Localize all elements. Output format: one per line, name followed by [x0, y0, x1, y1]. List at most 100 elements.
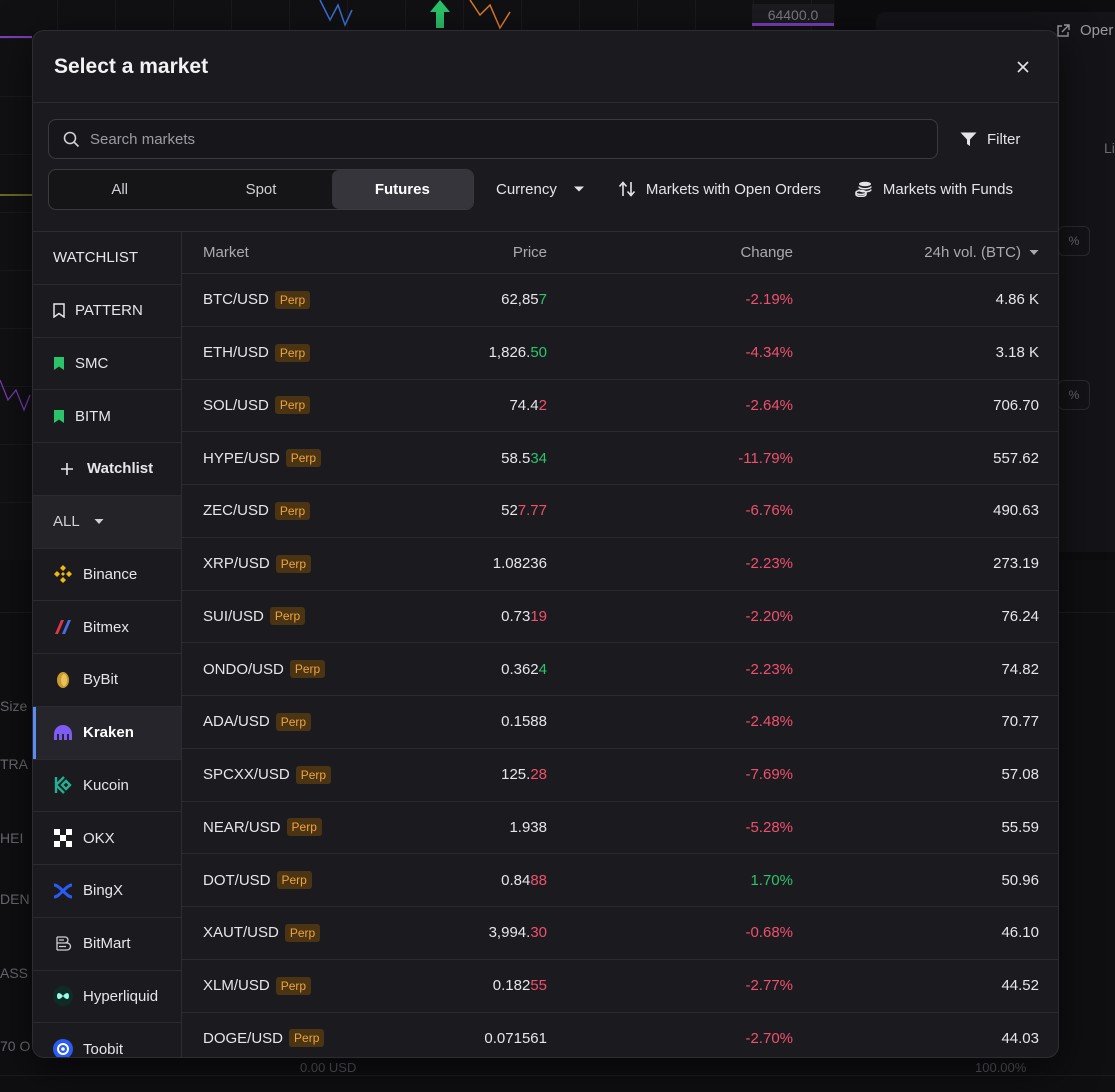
change-cell: -6.76%: [745, 502, 793, 520]
volume-cell: 3.18 K: [995, 344, 1039, 362]
funds-label: Markets with Funds: [882, 180, 1013, 198]
sidebar-item-toobit[interactable]: Toobit: [33, 1023, 181, 1057]
sidebar-item-binance[interactable]: Binance: [33, 549, 181, 602]
sidebar-item-label: BITM: [75, 407, 111, 425]
price-tag: 64400.0: [752, 4, 834, 26]
okx-icon: [53, 828, 73, 848]
tab-all[interactable]: All: [111, 180, 128, 198]
volume-cell: 273.19: [993, 555, 1039, 573]
sidebar-item-label: Bitmex: [83, 618, 129, 636]
tab-futures[interactable]: Futures: [331, 169, 473, 209]
filter-button[interactable]: Filter: [960, 131, 1020, 148]
table-row[interactable]: XLM/USD Perp 0.18255 -2.77% 44.52: [182, 960, 1058, 1013]
price-main: 52: [501, 502, 518, 520]
sidebar-item-label: ByBit: [83, 671, 119, 689]
sort-arrows-icon: [618, 181, 635, 197]
table-row[interactable]: ONDO/USD Perp 0.3624 -2.23% 74.82: [182, 643, 1058, 696]
column-header-volume[interactable]: 24h vol. (BTC): [793, 244, 1039, 261]
open-orders-filter[interactable]: Markets with Open Orders: [618, 181, 821, 198]
sidebar-item-bitm[interactable]: BITM: [33, 390, 181, 443]
price-cell: 0.1588: [387, 713, 547, 730]
column-header-market[interactable]: Market: [203, 244, 249, 261]
price-cell: 0.3624: [387, 661, 547, 678]
sidebar-item-bybit[interactable]: ByBit: [33, 654, 181, 707]
market-cell: XAUT/USD Perp: [182, 923, 387, 942]
sidebar-item-kraken[interactable]: Kraken: [33, 706, 181, 760]
table-row[interactable]: DOT/USD Perp 0.8488 1.70% 50.96: [182, 854, 1058, 907]
sidebar-item-okx[interactable]: OKX: [33, 812, 181, 865]
watchlist-header-label: WATCHLIST: [53, 249, 138, 267]
exchange-filter-all[interactable]: ALL: [33, 495, 181, 549]
sidebar-item-smc[interactable]: SMC: [33, 338, 181, 391]
add-watchlist-button[interactable]: Watchlist: [33, 443, 181, 496]
price-main: 3,994.: [488, 924, 531, 942]
bybit-icon: [53, 670, 73, 690]
price-main: 125.: [501, 766, 531, 784]
market-cell: SPCXX/USD Perp: [182, 765, 387, 784]
funds-filter[interactable]: Markets with Funds: [855, 181, 1013, 198]
sidebar-item-pattern[interactable]: PATTERN: [33, 285, 181, 338]
modal-content: WATCHLIST PATTERN SMC BITM Watchlist ALL: [33, 231, 1058, 1057]
table-row[interactable]: ADA/USD Perp 0.1588 -2.48% 70.77: [182, 696, 1058, 749]
table-body: BTC/USD Perp 62,857 -2.19% 4.86 K ETH/USD Perp…: [182, 274, 1058, 1058]
currency-label: Currency: [496, 180, 557, 198]
kraken-icon: [53, 723, 73, 743]
sidebar-item-bingx[interactable]: BingX: [33, 865, 181, 918]
chart-lines: [0, 0, 511, 412]
sidebar-item-bitmart[interactable]: BitMart: [33, 918, 181, 971]
table-row[interactable]: BTC/USD Perp 62,857 -2.19% 4.86 K: [182, 274, 1058, 327]
change-cell: -2.70%: [745, 1029, 793, 1047]
table-row[interactable]: ZEC/USD Perp 527.77 -6.76% 490.63: [182, 485, 1058, 538]
pct-button[interactable]: %: [1058, 380, 1090, 410]
table-row[interactable]: ETH/USD Perp 1,826.50 -4.34% 3.18 K: [182, 327, 1058, 380]
table-row[interactable]: SOL/USD Perp 74.42 -2.64% 706.70: [182, 380, 1058, 433]
bottom-value: 0.00 USD: [300, 1060, 357, 1075]
change-cell: -2.23%: [745, 660, 793, 678]
price-cell: 1.938: [387, 819, 547, 836]
sidebar-item-label: SMC: [75, 354, 109, 372]
perp-badge: Perp: [269, 607, 306, 626]
perp-badge: Perp: [289, 660, 326, 679]
price-main: 62,85: [501, 291, 539, 309]
search-box[interactable]: [48, 119, 938, 159]
close-button[interactable]: [1010, 54, 1036, 80]
table-row[interactable]: SUI/USD Perp 0.7319 -2.20% 76.24: [182, 591, 1058, 644]
search-icon: [63, 131, 80, 147]
change-cell: -11.79%: [738, 449, 793, 467]
hyperliquid-icon: [53, 986, 73, 1007]
tab-spot[interactable]: Spot: [245, 180, 277, 198]
currency-dropdown[interactable]: Currency: [496, 181, 585, 198]
table-row[interactable]: DOGE/USD Perp 0.071561 -2.70% 44.03: [182, 1013, 1058, 1058]
open-button[interactable]: Oper: [1056, 22, 1113, 39]
sidebar-item-kucoin[interactable]: Kucoin: [33, 760, 181, 813]
sidebar-item-bitmex[interactable]: Bitmex: [33, 601, 181, 654]
sidebar: WATCHLIST PATTERN SMC BITM Watchlist ALL: [33, 232, 182, 1057]
market-symbol: DOGE/USD: [203, 1029, 284, 1047]
sidebar-item-label: BitMart: [83, 935, 131, 953]
price-tail: 88: [530, 871, 547, 889]
sort-desc-icon: [1029, 250, 1039, 255]
table-row[interactable]: HYPE/USD Perp 58.534 -11.79% 557.62: [182, 432, 1058, 485]
search-input[interactable]: [90, 130, 923, 148]
table-row[interactable]: SPCXX/USD Perp 125.28 -7.69% 57.08: [182, 749, 1058, 802]
kucoin-icon: [53, 775, 73, 795]
column-header-price[interactable]: Price: [512, 244, 547, 261]
sidebar-item-hyperliquid[interactable]: Hyperliquid: [33, 971, 181, 1024]
change-cell: -2.77%: [745, 977, 793, 995]
table-row[interactable]: XAUT/USD Perp 3,994.30 -0.68% 46.10: [182, 907, 1058, 960]
volume-header-label: 24h vol. (BTC): [924, 244, 1021, 261]
table-row[interactable]: XRP/USD Perp 1.08236 -2.23% 273.19: [182, 538, 1058, 591]
perp-badge: Perp: [274, 290, 311, 309]
price-tail: 7.77: [517, 502, 547, 520]
perp-badge: Perp: [275, 554, 312, 573]
sidebar-item-label: OKX: [83, 829, 115, 847]
market-type-tabs: All Spot Futures: [48, 168, 474, 210]
column-header-change[interactable]: Change: [740, 244, 793, 261]
pct-button[interactable]: %: [1058, 226, 1090, 256]
change-cell: -2.20%: [745, 607, 793, 625]
right-tab-label[interactable]: Li: [1104, 140, 1115, 156]
market-symbol: DOT/USD: [203, 871, 271, 889]
table-row[interactable]: NEAR/USD Perp 1.938 -5.28% 55.59: [182, 802, 1058, 855]
filter-icon: [960, 132, 977, 146]
market-symbol: SUI/USD: [203, 607, 264, 625]
